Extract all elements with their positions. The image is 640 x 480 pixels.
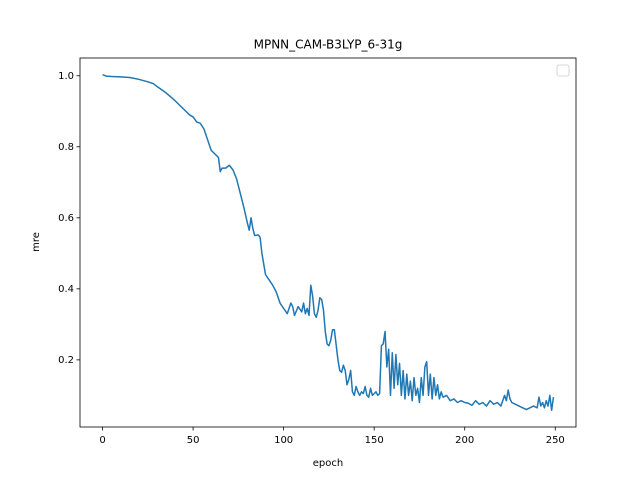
x-tick-label: 250: [546, 435, 565, 446]
x-axis-label: epoch: [313, 458, 343, 469]
y-axis-label: mre: [31, 232, 42, 252]
chart-title: MPNN_CAM-B3LYP_6-31g: [254, 38, 403, 52]
y-tick-label: 1.0: [58, 71, 74, 82]
x-tick-label: 100: [274, 435, 293, 446]
line-series: [102, 73, 555, 412]
x-tick-label: 0: [99, 435, 105, 446]
x-tick-label: 200: [455, 435, 474, 446]
y-tick-label: 0.6: [58, 213, 74, 224]
y-tick-label: 0.2: [58, 355, 74, 366]
x-tick-label: 150: [365, 435, 384, 446]
legend-box: [556, 64, 570, 77]
x-tick-label: 50: [187, 435, 200, 446]
axes-frame: [79, 57, 577, 428]
y-tick-label: 0.4: [58, 284, 74, 295]
y-tick-label: 0.8: [58, 142, 74, 153]
